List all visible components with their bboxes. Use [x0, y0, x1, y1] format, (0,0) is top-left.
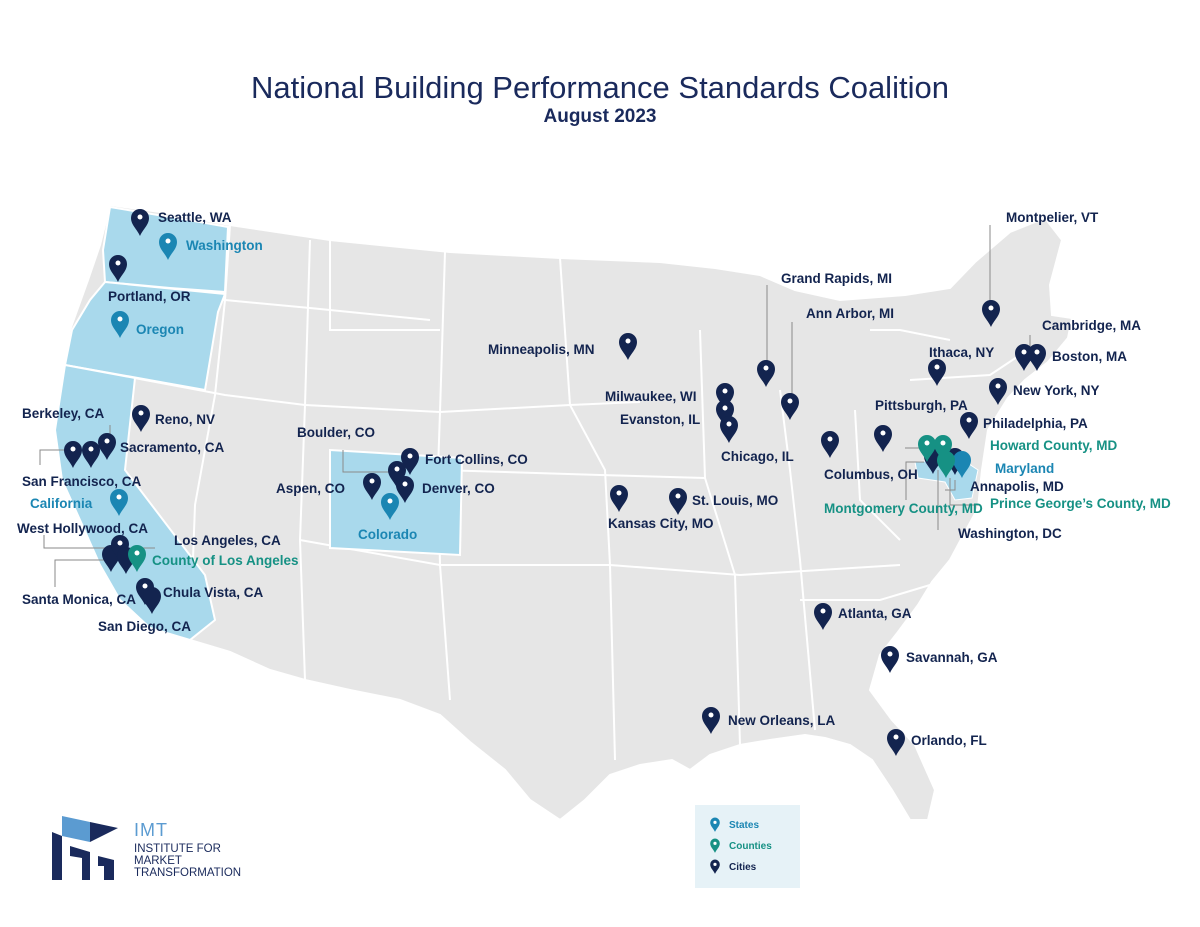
label-state-oregon: Oregon — [136, 322, 184, 337]
label-chula-vista: Chula Vista, CA — [163, 585, 264, 600]
label-columbus: Columbus, OH — [824, 467, 918, 482]
label-ann-arbor: Ann Arbor, MI — [806, 306, 894, 321]
pin-dots — [70, 214, 1040, 740]
label-annapolis: Annapolis, MD — [970, 479, 1064, 494]
imt-logo: IMT INSTITUTE FOR MARKET TRANSFORMATION — [50, 812, 250, 884]
label-state-washington: Washington — [186, 238, 263, 253]
leader-lines — [39, 225, 1031, 587]
label-savannah: Savannah, GA — [906, 650, 998, 665]
label-philadelphia: Philadelphia, PA — [983, 416, 1088, 431]
us-landmass — [53, 203, 1074, 822]
label-seattle: Seattle, WA — [158, 210, 232, 225]
label-sacramento: Sacramento, CA — [120, 440, 225, 455]
label-atlanta: Atlanta, GA — [838, 606, 912, 621]
legend-counties-label: Counties — [729, 840, 772, 852]
pin-savannah[interactable] — [881, 646, 899, 673]
label-new-york: New York, NY — [1013, 383, 1100, 398]
label-chicago: Chicago, IL — [721, 449, 794, 464]
state-region-california — [53, 363, 217, 642]
label-washington-dc: Washington, DC — [958, 526, 1062, 541]
map-title: National Building Performance Standards … — [251, 70, 949, 105]
imt-logo-name: IMT — [134, 820, 168, 840]
label-west-hollywood: West Hollywood, CA — [17, 521, 148, 536]
label-kansas-city: Kansas City, MO — [608, 516, 714, 531]
label-montgomery-county: Montgomery County, MD — [824, 501, 983, 516]
label-denver: Denver, CO — [422, 481, 495, 496]
label-county-los-angeles: County of Los Angeles — [152, 553, 299, 568]
label-san-francisco: San Francisco, CA — [22, 474, 142, 489]
label-cambridge: Cambridge, MA — [1042, 318, 1141, 333]
label-new-orleans: New Orleans, LA — [728, 713, 836, 728]
legend-cities-label: Cities — [729, 861, 757, 873]
label-ithaca: Ithaca, NY — [929, 345, 994, 360]
label-los-angeles: Los Angeles, CA — [174, 533, 281, 548]
label-orlando: Orlando, FL — [911, 733, 987, 748]
label-prince-georges-county: Prince George’s County, MD — [990, 496, 1171, 511]
map-subtitle: August 2023 — [543, 106, 657, 127]
label-reno: Reno, NV — [155, 412, 215, 427]
label-montpelier: Montpelier, VT — [1006, 210, 1099, 225]
imt-logo-mark-icon — [52, 816, 118, 880]
state-borders — [64, 224, 1021, 761]
label-pittsburgh: Pittsburgh, PA — [875, 398, 968, 413]
label-santa-monica: Santa Monica, CA — [22, 592, 136, 607]
label-berkeley: Berkeley, CA — [22, 406, 105, 421]
label-milwaukee: Milwaukee, WI — [605, 389, 697, 404]
label-aspen: Aspen, CO — [276, 481, 345, 496]
label-grand-rapids: Grand Rapids, MI — [781, 271, 892, 286]
legend-row-states: States — [709, 817, 759, 833]
label-howard-county: Howard County, MD — [990, 438, 1117, 453]
label-portland: Portland, OR — [108, 289, 191, 304]
legend-county-pin-icon — [710, 838, 720, 853]
label-fort-collins: Fort Collins, CO — [425, 452, 528, 467]
label-boston: Boston, MA — [1052, 349, 1127, 364]
legend-state-pin-icon — [710, 817, 720, 832]
legend-states-label: States — [729, 819, 760, 831]
label-san-diego: San Diego, CA — [98, 619, 191, 634]
imt-logo-subtitle: INSTITUTE FOR MARKET TRANSFORMATION — [134, 843, 242, 879]
label-state-california: California — [30, 496, 93, 511]
legend-row-counties: Counties — [709, 838, 772, 854]
legend-city-pin-icon — [710, 859, 720, 874]
label-minneapolis: Minneapolis, MN — [488, 342, 595, 357]
label-state-maryland: Maryland — [995, 461, 1054, 476]
label-evanston: Evanston, IL — [620, 412, 700, 427]
label-st-louis: St. Louis, MO — [692, 493, 778, 508]
legend-row-cities: Cities — [709, 859, 756, 875]
map-legend: States Counties Cities — [695, 805, 800, 888]
label-state-colorado: Colorado — [358, 527, 417, 542]
label-boulder: Boulder, CO — [297, 425, 375, 440]
